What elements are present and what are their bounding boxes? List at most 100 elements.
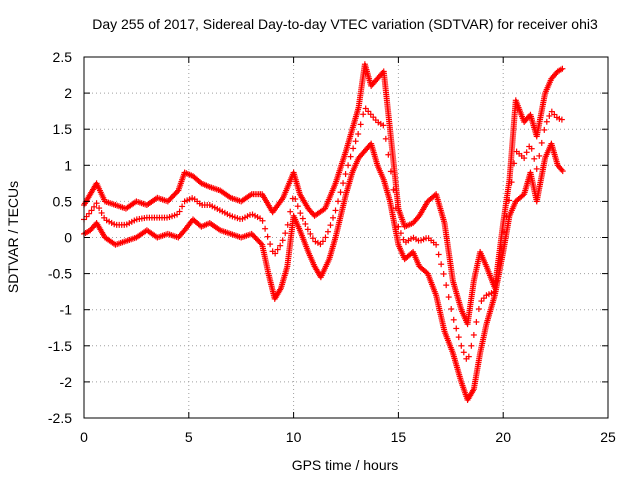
data-point: [382, 135, 389, 142]
y-tick-label: -0.5: [48, 266, 72, 282]
data-point: [387, 168, 394, 175]
data-point: [252, 234, 259, 241]
data-point: [493, 277, 500, 284]
data-point: [167, 195, 174, 202]
data-point: [501, 229, 508, 236]
data-point: [176, 208, 183, 215]
data-point: [508, 179, 515, 186]
data-point: [465, 353, 472, 360]
data-point: [335, 198, 342, 205]
data-point: [503, 213, 510, 220]
x-tick-label: 10: [286, 429, 302, 445]
data-point: [490, 289, 497, 296]
data-point: [307, 230, 314, 237]
data-point: [251, 233, 258, 240]
x-tick-label: 15: [391, 429, 407, 445]
data-point: [360, 111, 367, 118]
y-tick-label: 2: [64, 85, 72, 101]
data-point: [511, 160, 518, 167]
data-point: [536, 152, 543, 159]
data-point: [423, 269, 430, 276]
data-points: [81, 61, 566, 403]
chart-title: Day 255 of 2017, Sidereal Day-to-day VTE…: [92, 16, 598, 32]
data-point: [350, 145, 357, 152]
y-tick-label: -2.5: [48, 410, 72, 426]
data-point: [327, 222, 334, 229]
data-point: [302, 220, 309, 227]
data-point: [93, 200, 100, 207]
data-point: [468, 342, 475, 349]
data-point: [257, 240, 264, 247]
data-point: [259, 217, 266, 224]
data-point: [330, 214, 337, 221]
data-point: [304, 226, 311, 233]
data-point: [248, 230, 255, 237]
data-point: [255, 237, 262, 244]
data-point: [355, 131, 362, 138]
y-tick-label: 0: [64, 230, 72, 246]
data-point: [435, 251, 442, 258]
data-point: [171, 191, 178, 198]
y-axis-label: SDTVAR / TECUs: [5, 181, 21, 293]
data-point: [337, 189, 344, 196]
data-point: [282, 230, 289, 237]
data-point: [324, 228, 331, 235]
data-point: [319, 238, 326, 245]
data-point: [309, 235, 316, 242]
data-point: [521, 155, 528, 162]
data-point: [279, 237, 286, 244]
x-tick-label: 5: [185, 429, 193, 445]
data-point: [443, 282, 450, 289]
data-point: [543, 118, 550, 125]
data-point: [166, 197, 173, 204]
data-point: [91, 203, 98, 210]
data-point: [168, 194, 175, 201]
data-point: [453, 325, 460, 332]
data-point: [164, 198, 171, 205]
data-point: [174, 188, 181, 195]
data-point: [395, 223, 402, 230]
data-point: [253, 236, 260, 243]
data-point: [172, 190, 179, 197]
x-axis-label: GPS time / hours: [292, 457, 399, 473]
axis-ticks: 0 5 10 15 20 25 -2.5 -2 -1.5 -1 -0.5 0 0.5 1 1.5 2 2.5: [48, 49, 616, 445]
data-point: [440, 270, 447, 277]
data-point: [385, 151, 392, 158]
data-point: [558, 116, 565, 123]
y-tick-label: -2: [60, 374, 73, 390]
data-point: [96, 205, 103, 212]
data-point: [299, 215, 306, 222]
data-point: [357, 121, 364, 128]
data-point: [340, 180, 347, 187]
data-point: [267, 241, 274, 248]
grid: [84, 57, 608, 418]
data-point: [262, 225, 269, 232]
data-point: [470, 331, 477, 338]
data-point: [506, 197, 513, 204]
data-point: [170, 192, 177, 199]
data-point: [475, 305, 482, 312]
y-tick-label: -1: [60, 302, 73, 318]
data-point: [528, 145, 535, 152]
data-point: [458, 342, 465, 349]
data-point: [347, 153, 354, 160]
data-point: [559, 168, 566, 175]
data-point: [294, 203, 301, 210]
data-point: [546, 112, 553, 119]
y-tick-label: -1.5: [48, 338, 72, 354]
data-point: [519, 192, 526, 199]
data-point: [297, 210, 304, 217]
data-point: [292, 195, 299, 202]
data-point: [498, 245, 505, 252]
data-point: [332, 207, 339, 214]
x-tick-label: 0: [80, 429, 88, 445]
data-point: [272, 250, 279, 257]
data-point: [345, 162, 352, 169]
x-tick-label: 20: [495, 429, 511, 445]
data-point: [342, 171, 349, 178]
data-point: [249, 232, 256, 239]
data-point: [448, 305, 455, 312]
data-point: [274, 246, 281, 253]
data-point: [390, 186, 397, 193]
data-point: [531, 155, 538, 162]
